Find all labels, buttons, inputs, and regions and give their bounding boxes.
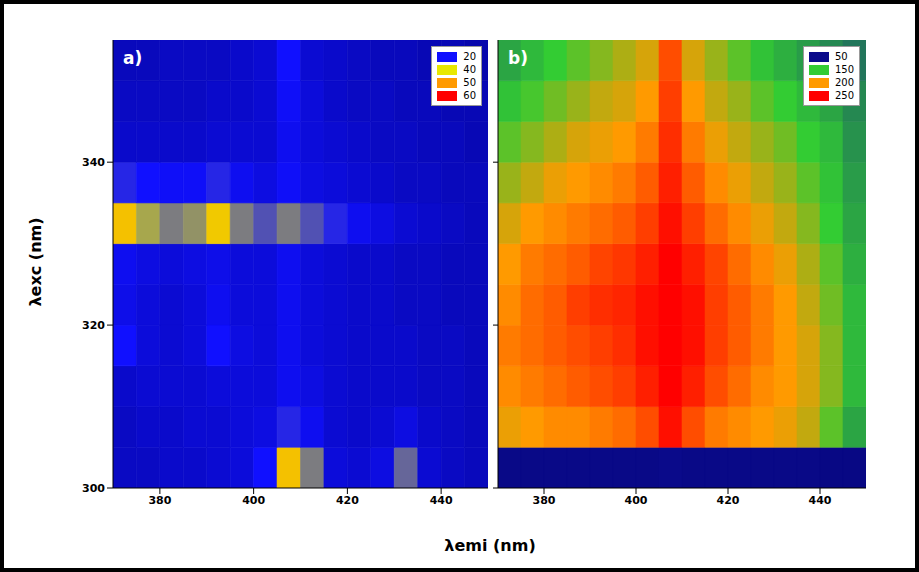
svg-text:380: 380: [533, 494, 556, 507]
svg-text:400: 400: [242, 494, 265, 507]
html-text:200: 200: [834, 77, 854, 88]
svg-text:300: 300: [82, 482, 105, 495]
svg-text:440: 440: [809, 494, 832, 507]
html-text:λexc (nm): λexc (nm): [25, 217, 45, 307]
svg-text:340: 340: [82, 156, 105, 169]
svg-text:380: 380: [148, 494, 171, 507]
html-text:60: 60: [463, 90, 476, 101]
html-text:250: 250: [834, 90, 854, 101]
svg-text:440: 440: [430, 494, 453, 507]
html-text:150: 150: [834, 64, 854, 75]
svg-text:420: 420: [717, 494, 740, 507]
html-text:a): a): [123, 48, 143, 68]
svg-text:420: 420: [336, 494, 359, 507]
html-text:b): b): [508, 48, 528, 68]
svg-text:320: 320: [82, 319, 105, 332]
html-text:40: 40: [463, 64, 476, 75]
html-text:50: 50: [463, 77, 476, 88]
svg-text:400: 400: [625, 494, 648, 507]
html-text:20: 20: [463, 51, 476, 62]
html-text:50: 50: [834, 51, 848, 62]
html-text:λemi (nm): λemi (nm): [444, 536, 536, 555]
